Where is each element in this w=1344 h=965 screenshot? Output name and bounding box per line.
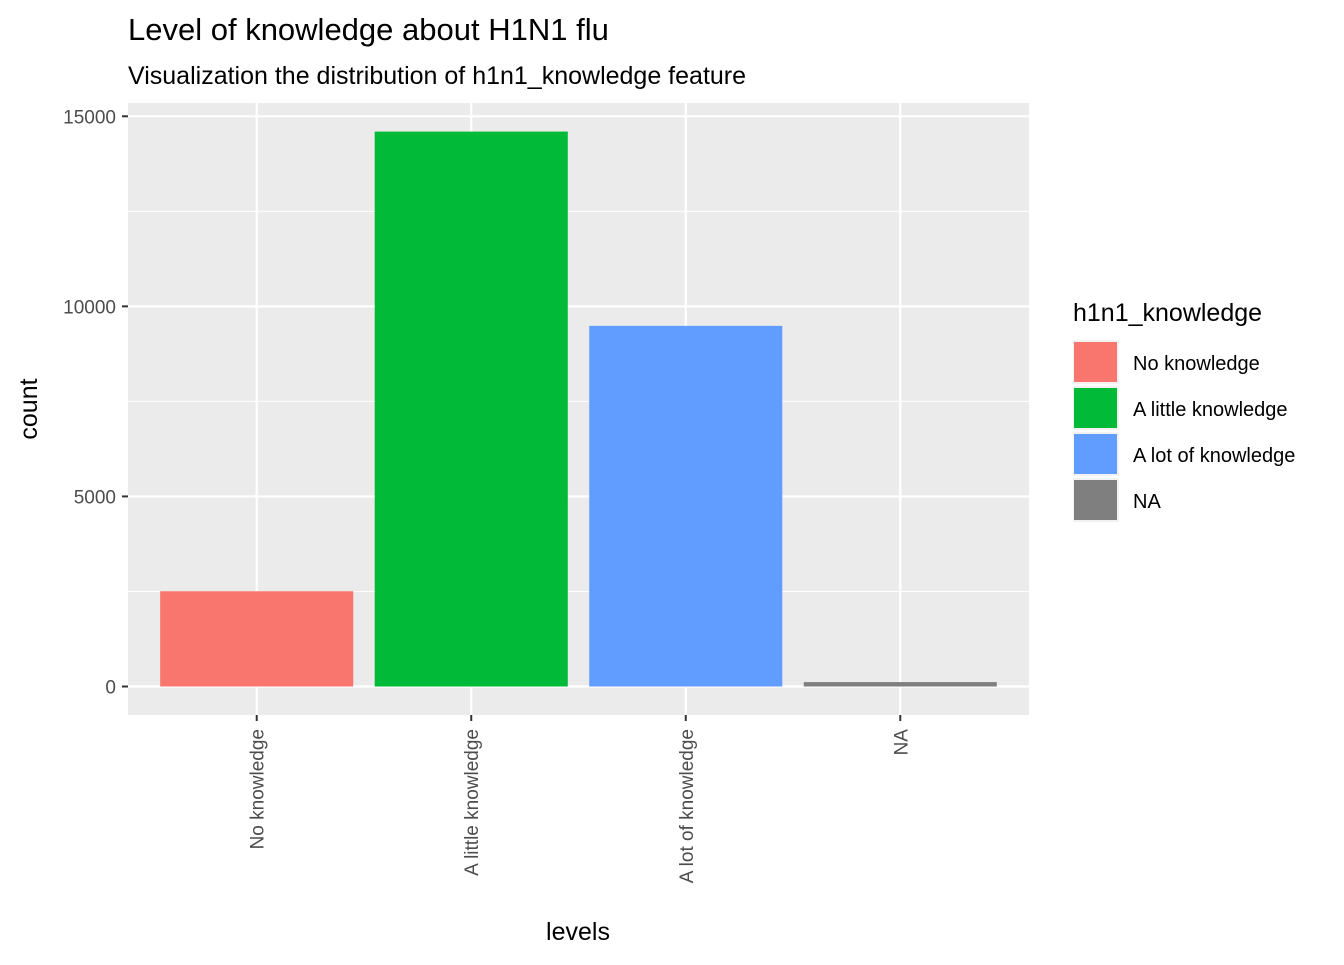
legend: h1n1_knowledge No knowledge A little know…: [1073, 299, 1295, 522]
legend-label: A little knowledge: [1133, 399, 1288, 421]
bars: [160, 131, 997, 687]
x-tick-label: NA: [891, 729, 912, 756]
legend-label: NA: [1133, 491, 1161, 513]
bar: [160, 591, 354, 687]
legend-key-swatch: [1074, 480, 1117, 520]
legend-title: h1n1_knowledge: [1073, 299, 1262, 327]
x-tick-label: No knowledge: [248, 729, 269, 849]
legend-key-swatch: [1074, 342, 1117, 382]
chart-title: Level of knowledge about H1N1 flu: [128, 12, 609, 47]
legend-key-swatch: [1074, 434, 1117, 474]
y-tick-label: 5000: [74, 487, 116, 508]
y-tick-label: 10000: [63, 297, 116, 318]
y-tick-label: 0: [105, 677, 116, 698]
bar: [803, 682, 997, 687]
y-axis-title: count: [15, 378, 43, 439]
y-axis: 0 5000 10000 15000: [63, 107, 128, 698]
legend-label: A lot of knowledge: [1133, 445, 1295, 467]
x-tick-label: A little knowledge: [462, 729, 483, 876]
legend-label: No knowledge: [1133, 353, 1260, 375]
legend-key-swatch: [1074, 388, 1117, 428]
y-tick-label: 15000: [63, 107, 116, 128]
bar: [374, 131, 568, 687]
x-tick-label: A lot of knowledge: [677, 729, 698, 883]
bar: [589, 325, 783, 687]
x-axis: No knowledge A little knowledge A lot of k…: [248, 715, 912, 883]
x-axis-title: levels: [546, 918, 610, 946]
chart-subtitle: Visualization the distribution of h1n1_k…: [128, 62, 746, 90]
